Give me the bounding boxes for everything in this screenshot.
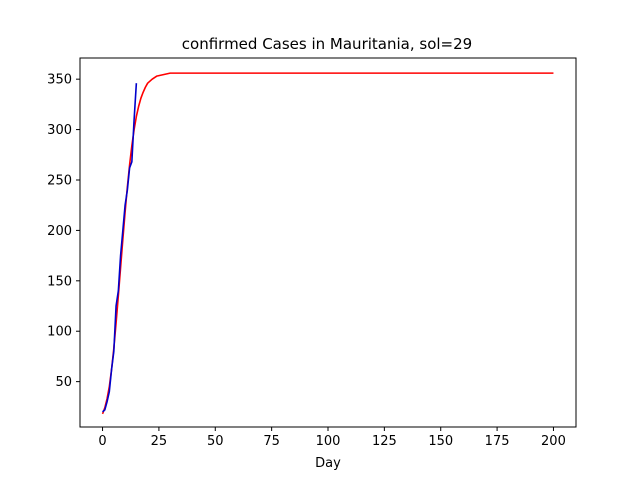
x-axis-label: Day bbox=[315, 456, 341, 471]
y-tick-label: 350 bbox=[47, 73, 72, 88]
x-tick-label: 150 bbox=[428, 434, 453, 449]
chart-title: confirmed Cases in Mauritania, sol=29 bbox=[182, 35, 472, 53]
plot-frame bbox=[79, 57, 577, 428]
x-tick-label: 100 bbox=[316, 434, 341, 449]
x-tick-label: 125 bbox=[372, 434, 397, 449]
x-tick-label: 175 bbox=[485, 434, 510, 449]
x-tick-label: 0 bbox=[98, 434, 106, 449]
series-layer bbox=[101, 72, 554, 415]
x-tick-label: 75 bbox=[263, 434, 280, 449]
x-tick-label: 200 bbox=[541, 434, 566, 449]
y-tick-label: 300 bbox=[47, 123, 72, 138]
x-tick-label: 25 bbox=[151, 434, 168, 449]
series-line-0 bbox=[101, 72, 554, 415]
y-axis: 50 100 150 200 250 300 350 bbox=[47, 73, 80, 390]
y-tick-label: 50 bbox=[55, 375, 72, 390]
x-tick-label: 50 bbox=[207, 434, 224, 449]
y-tick-label: 200 bbox=[47, 224, 72, 239]
x-axis: 0 25 50 75 100 125 150 175 200 bbox=[98, 427, 566, 449]
series-line-1 bbox=[102, 83, 138, 413]
y-tick-label: 250 bbox=[47, 173, 72, 188]
y-tick-label: 150 bbox=[47, 274, 72, 289]
y-tick-label: 100 bbox=[47, 325, 72, 340]
